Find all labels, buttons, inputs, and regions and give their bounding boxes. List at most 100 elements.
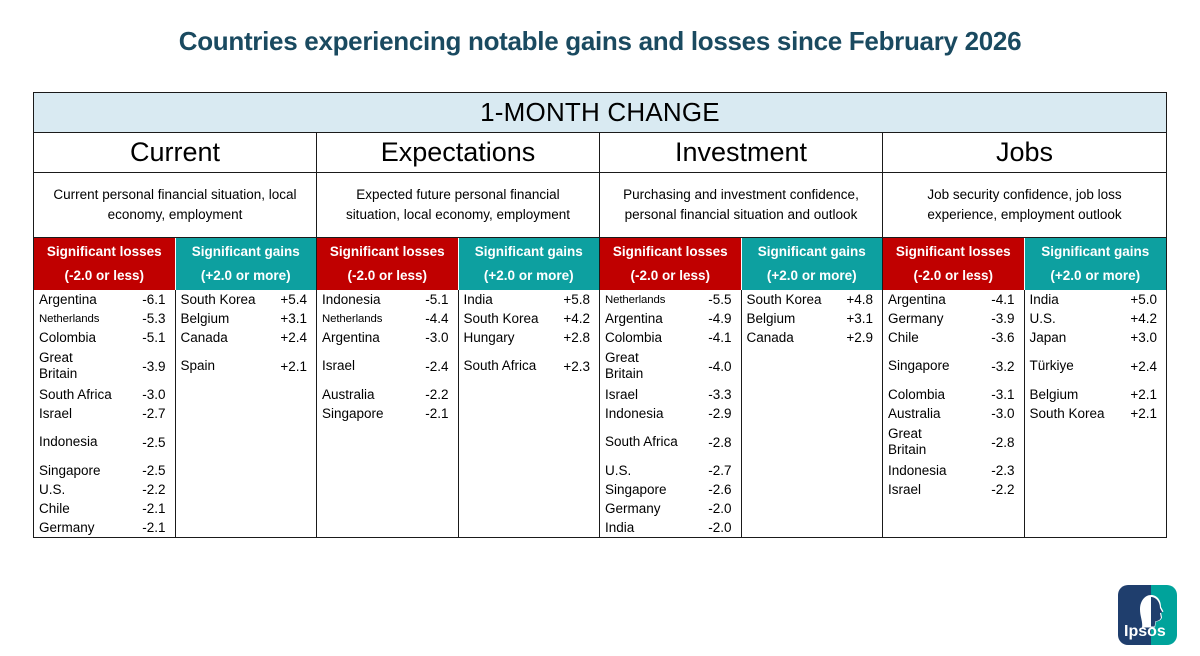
- entry-row: Germany -2.1: [34, 518, 175, 537]
- value-label: -2.2: [142, 482, 166, 497]
- value-label: -3.1: [991, 387, 1015, 402]
- entry-row: Chile -3.6: [883, 328, 1024, 347]
- body-column-jobs-losses: Argentina -4.1 Germany -3.9 Chile -3.6 Singapo…: [883, 290, 1025, 537]
- value-label: -6.1: [142, 292, 166, 307]
- entry-row: South Korea +4.2: [459, 309, 600, 328]
- entry-row: South Korea +4.8: [742, 290, 883, 309]
- empty-cell: [742, 423, 883, 461]
- value-label: -3.0: [991, 406, 1015, 421]
- country-label: Spain: [180, 358, 216, 373]
- entry-row: South Africa -2.8: [600, 423, 741, 461]
- ipsos-logo: Ipsos: [1118, 585, 1177, 645]
- body-column-investment-losses: Netherlands -5.5 Argentina -4.9 Colombia -4.1…: [600, 290, 742, 537]
- value-label: -3.0: [425, 330, 449, 345]
- value-label: -3.6: [991, 330, 1015, 345]
- country-label: Netherlands: [322, 312, 383, 325]
- empty-cell: [459, 404, 600, 423]
- empty-cell: [317, 499, 458, 518]
- country-label: South Africa: [605, 434, 678, 449]
- country-label: Australia: [888, 405, 941, 421]
- entry-row: India +5.8: [459, 290, 600, 309]
- empty-cell: [176, 404, 317, 423]
- country-label: Singapore: [605, 481, 667, 497]
- country-label: Netherlands: [39, 312, 100, 325]
- entry-row: Colombia -5.1: [34, 328, 175, 347]
- value-label: +2.1: [1130, 387, 1157, 402]
- value-label: +5.0: [1130, 292, 1157, 307]
- loss-gain-header-row: Significant losses (-2.0 or less) Signific…: [34, 238, 1166, 290]
- gains-header-label: Significant gains: [757, 244, 866, 259]
- country-label: India: [605, 519, 635, 535]
- value-label: -4.9: [708, 311, 732, 326]
- country-label: Singapore: [888, 358, 950, 373]
- value-label: -3.9: [142, 358, 166, 374]
- value-label: -2.1: [425, 406, 449, 421]
- empty-cell: [742, 518, 883, 537]
- empty-cell: [459, 423, 600, 461]
- empty-cell: [459, 518, 600, 537]
- entry-row: Australia -3.0: [883, 404, 1024, 423]
- group-header-current: Current: [34, 133, 317, 172]
- empty-cell: [742, 461, 883, 480]
- entry-row: Argentina -3.0: [317, 328, 458, 347]
- value-label: -2.6: [708, 482, 732, 497]
- country-label: Chile: [39, 500, 70, 516]
- entry-row: Singapore -2.6: [600, 480, 741, 499]
- entry-row: Israel -2.4: [317, 347, 458, 385]
- entry-row: Great Britain -4.0: [600, 347, 741, 385]
- value-label: -5.3: [142, 311, 166, 326]
- country-label: Netherlands: [605, 293, 666, 306]
- country-label: Israel: [605, 386, 639, 402]
- value-label: +5.4: [280, 292, 307, 307]
- group-subtitle-investment: Purchasing and investment confidence, pe…: [600, 173, 883, 237]
- gains-header-jobs: Significant gains (+2.0 or more): [1024, 238, 1166, 290]
- entry-row: Germany -3.9: [883, 309, 1024, 328]
- country-label: Great Britain: [39, 350, 78, 381]
- value-label: -4.1: [708, 330, 732, 345]
- country-label: Japan: [1029, 329, 1067, 345]
- gains-header-label: Significant gains: [474, 244, 583, 259]
- body-column-expectations-gains: India +5.8 South Korea +4.2 Hungary +2.8 South…: [459, 290, 600, 537]
- value-label: -3.9: [991, 311, 1015, 326]
- country-label: Belgium: [746, 310, 796, 326]
- empty-cell: [1025, 423, 1167, 461]
- value-label: -2.2: [991, 482, 1015, 497]
- value-label: +4.2: [563, 311, 590, 326]
- country-label: Canada: [180, 329, 228, 345]
- losses-header-label: Significant losses: [612, 244, 728, 259]
- gains-header-threshold: (+2.0 or more): [200, 268, 291, 283]
- entry-row: Colombia -3.1: [883, 385, 1024, 404]
- value-label: -2.0: [708, 520, 732, 535]
- country-label: Singapore: [39, 462, 101, 478]
- country-label: South Korea: [463, 310, 539, 326]
- country-label: Colombia: [39, 329, 97, 345]
- entry-row: Germany -2.0: [600, 499, 741, 518]
- entry-row: Argentina -4.1: [883, 290, 1024, 309]
- gains-header-investment: Significant gains (+2.0 or more): [741, 238, 883, 290]
- value-label: +2.4: [1130, 358, 1157, 374]
- value-label: -2.8: [708, 434, 732, 450]
- entry-row: Indonesia -5.1: [317, 290, 458, 309]
- entry-row: Colombia -4.1: [600, 328, 741, 347]
- entry-row: Singapore -2.5: [34, 461, 175, 480]
- value-label: -2.5: [142, 463, 166, 478]
- empty-cell: [1025, 518, 1167, 537]
- group-subtitle-row: Current personal financial situation, lo…: [34, 173, 1166, 238]
- value-label: -4.4: [425, 311, 449, 326]
- country-label: U.S.: [1029, 310, 1056, 326]
- value-label: +2.4: [280, 330, 307, 345]
- entry-row: South Korea +2.1: [1025, 404, 1167, 423]
- entry-row: India -2.0: [600, 518, 741, 537]
- empty-cell: [742, 404, 883, 423]
- value-label: -2.7: [142, 406, 166, 421]
- entry-row: Indonesia -2.5: [34, 423, 175, 461]
- group-header-row: Current Expectations Investment Jobs: [34, 133, 1166, 173]
- value-label: -2.1: [142, 520, 166, 535]
- entry-row: South Africa -3.0: [34, 385, 175, 404]
- entry-row: Israel -3.3: [600, 385, 741, 404]
- value-label: +5.8: [563, 292, 590, 307]
- empty-cell: [459, 385, 600, 404]
- entry-row: Canada +2.9: [742, 328, 883, 347]
- entry-row: Spain +2.1: [176, 347, 317, 385]
- losses-header-expectations: Significant losses (-2.0 or less): [317, 238, 459, 290]
